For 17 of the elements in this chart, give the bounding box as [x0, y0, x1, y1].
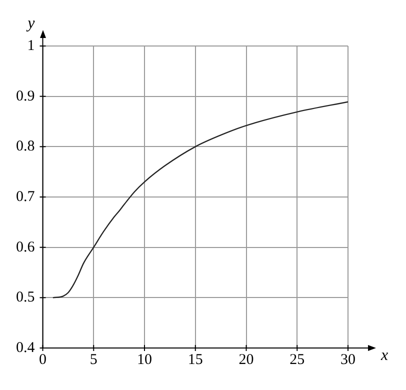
x-tick-label: 25	[290, 352, 305, 368]
x-tick-label: 0	[39, 352, 46, 368]
x-tick-label: 10	[137, 352, 152, 368]
x-tick-label: 15	[188, 352, 203, 368]
y-tick-label: 0.8	[16, 138, 35, 155]
y-tick-label: 0.5	[16, 290, 35, 306]
line-series	[52, 101, 348, 298]
y-axis-title: y	[26, 15, 36, 32]
x-axis-title: x	[380, 347, 388, 364]
y-tick-label: 0.4	[16, 340, 36, 356]
y-tick-label: 0.6	[16, 239, 36, 256]
x-tick-label: 5	[90, 352, 98, 368]
x-tick-label: 30	[340, 352, 356, 368]
x-tick-label: 20	[238, 352, 254, 368]
y-tick-label: 0.9	[16, 88, 35, 104]
y-tick-label: 0.7	[16, 188, 36, 205]
y-tick-label: 1	[27, 38, 35, 54]
